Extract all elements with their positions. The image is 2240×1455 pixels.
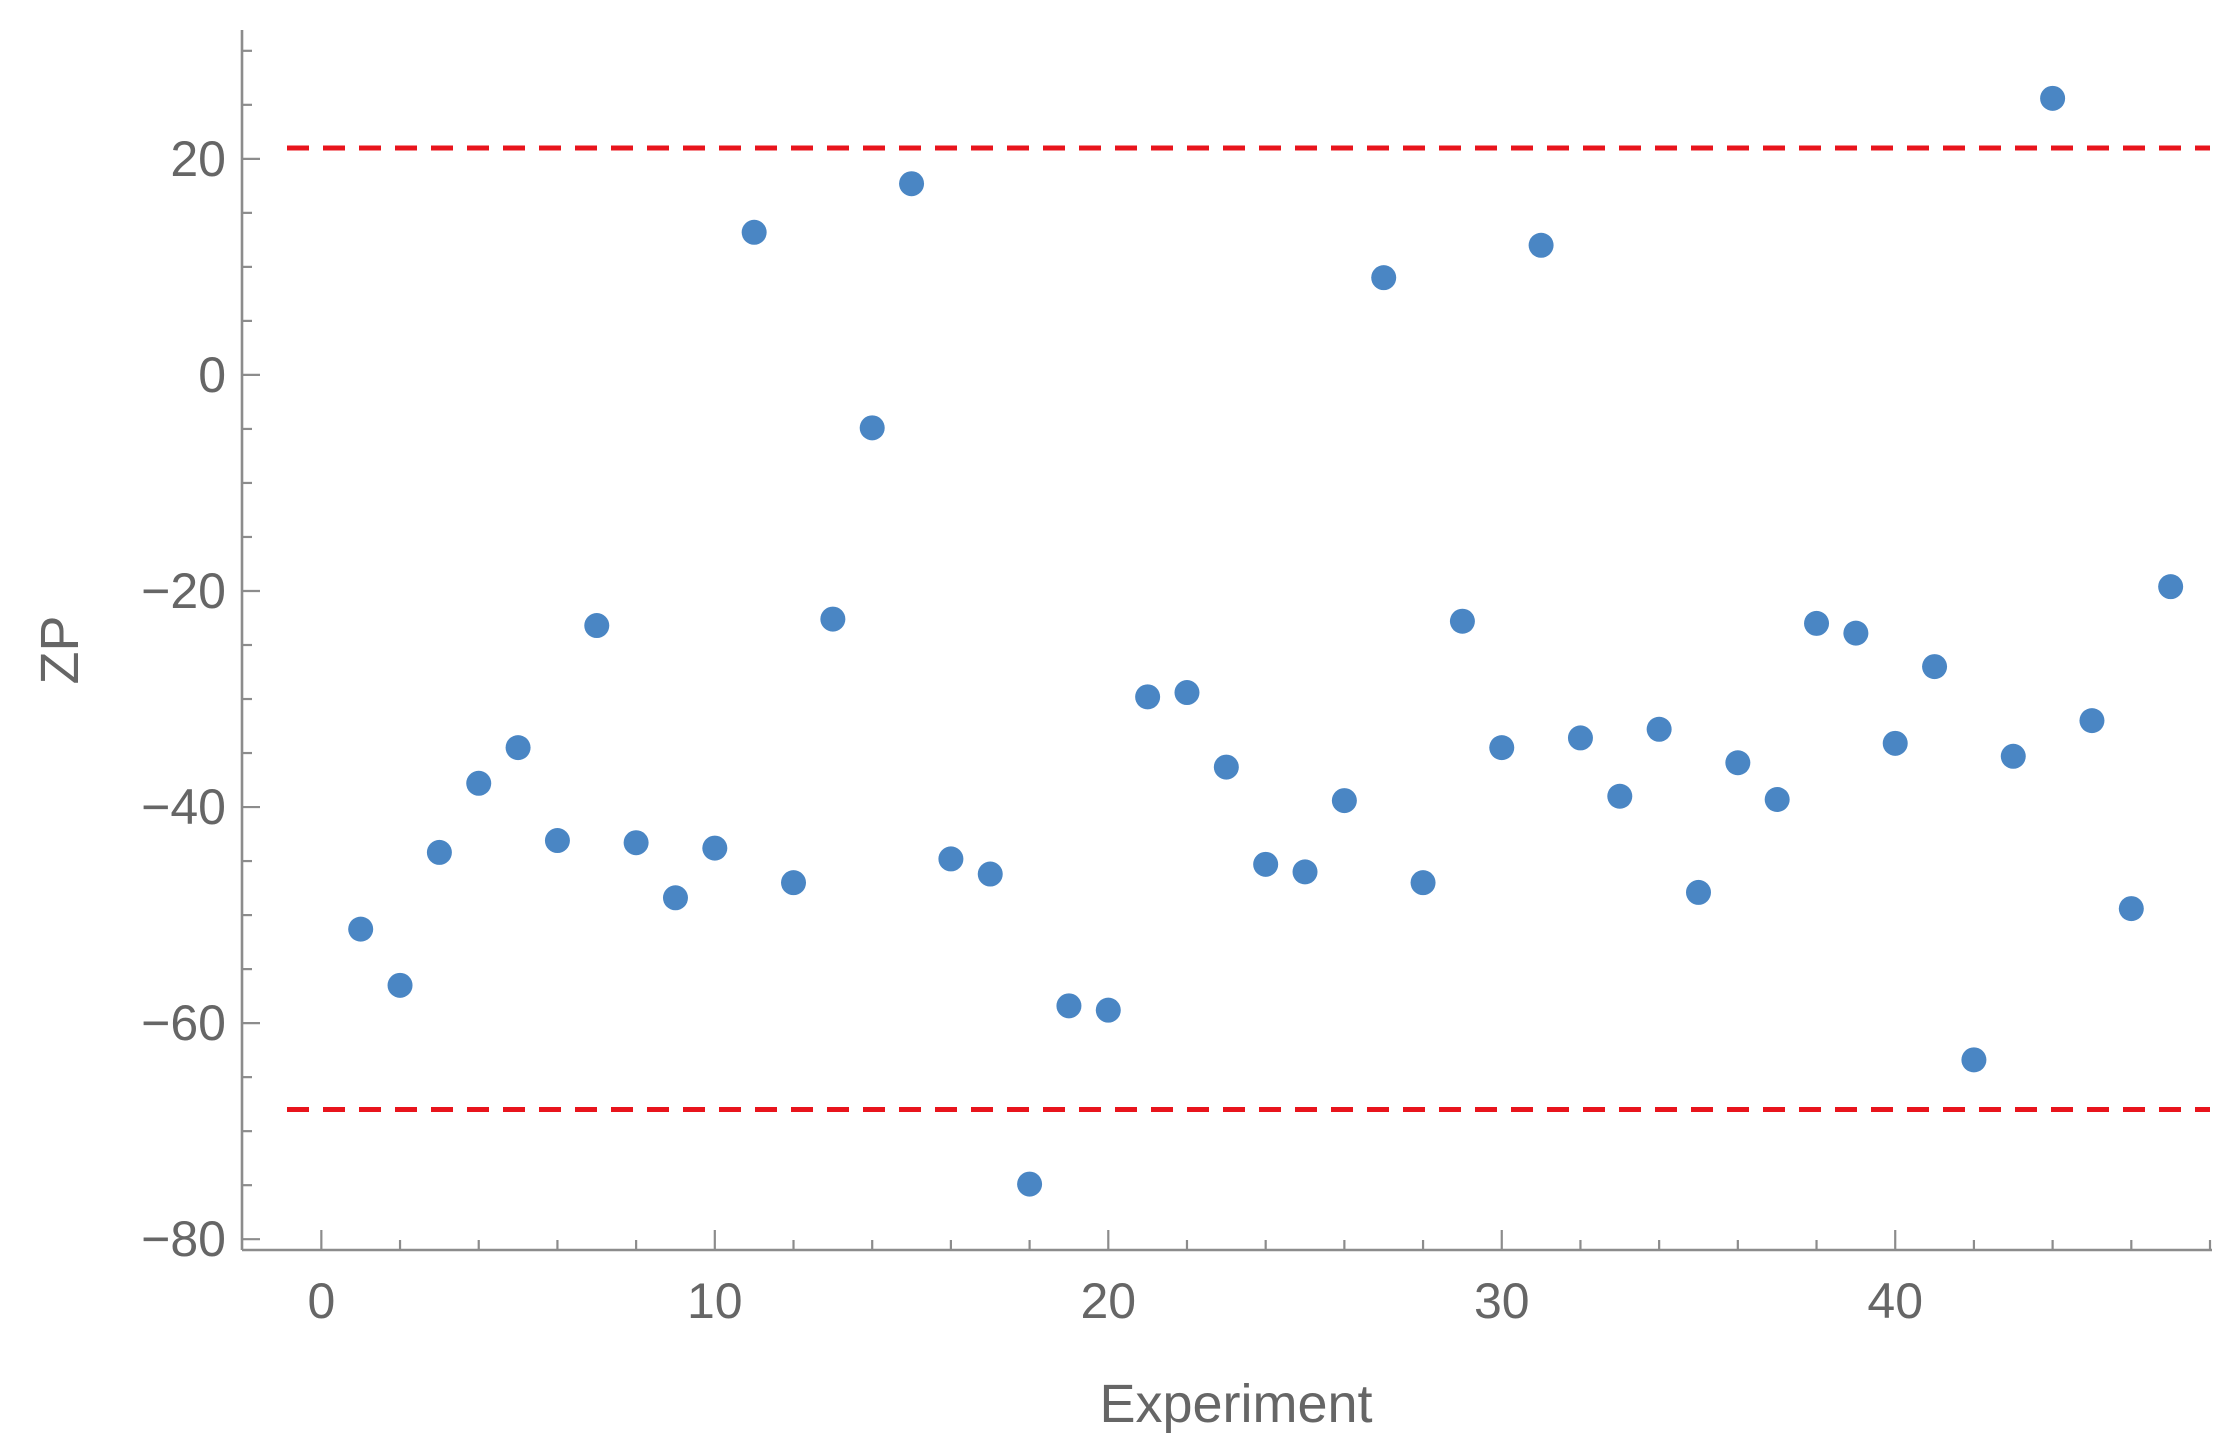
x-tick-label: 0 (307, 1273, 335, 1329)
y-tick-label: 0 (198, 347, 226, 403)
data-point (505, 735, 531, 761)
y-tick-label: −60 (141, 995, 226, 1051)
data-point (1961, 1047, 1987, 1073)
data-point (2118, 896, 2144, 922)
data-point (1135, 684, 1161, 710)
y-tick-label: −40 (141, 779, 226, 835)
data-point (741, 219, 767, 245)
data-point (1489, 735, 1515, 761)
data-point (584, 613, 610, 639)
data-point (1922, 654, 1948, 680)
data-point (2079, 708, 2105, 734)
x-axis: 0 10 20 30 40 (242, 1230, 2212, 1329)
data-point (387, 972, 413, 998)
data-point (1017, 1171, 1043, 1197)
data-point (1056, 993, 1082, 1019)
data-point (426, 839, 452, 865)
y-tick-label: −20 (141, 563, 226, 619)
data-point (899, 171, 925, 197)
data-point (1174, 680, 1200, 706)
data-point (2000, 743, 2026, 769)
data-point (2040, 85, 2066, 111)
x-tick-label: 40 (1867, 1273, 1923, 1329)
data-point (1213, 754, 1239, 780)
data-point (1371, 265, 1397, 291)
data-point (1449, 608, 1475, 634)
y-tick-label: 20 (170, 131, 226, 187)
y-axis-title: ZP (30, 615, 90, 684)
data-point (1843, 620, 1869, 646)
data-point (1685, 879, 1711, 905)
data-point (1646, 716, 1672, 742)
data-points (348, 85, 2184, 1197)
data-point (1528, 232, 1554, 258)
data-point (623, 830, 649, 856)
data-point (1725, 750, 1751, 776)
data-point (1567, 725, 1593, 751)
data-point (1804, 610, 1830, 636)
data-point (702, 835, 728, 861)
y-axis: −80 −60 −40 −20 0 20 (141, 30, 260, 1267)
data-point (859, 415, 885, 441)
x-tick-label: 10 (687, 1273, 743, 1329)
x-tick-label: 30 (1474, 1273, 1530, 1329)
data-point (781, 870, 807, 896)
data-point (820, 606, 846, 632)
data-point (1410, 870, 1436, 896)
data-point (977, 861, 1003, 887)
data-point (1882, 730, 1908, 756)
data-point (544, 828, 570, 854)
data-point (1253, 851, 1279, 877)
data-point (1331, 788, 1357, 814)
data-point (1292, 859, 1318, 885)
reference-lines (287, 145, 2210, 1113)
data-point (348, 916, 374, 942)
data-point (2158, 574, 2184, 600)
data-point (938, 846, 964, 872)
y-tick-label: −80 (141, 1211, 226, 1267)
x-axis-title: Experiment (1099, 1374, 1372, 1434)
data-point (1607, 783, 1633, 809)
data-point (466, 770, 492, 796)
data-point (1764, 786, 1790, 812)
x-tick-label: 20 (1080, 1273, 1136, 1329)
data-point (662, 885, 688, 911)
data-point (1095, 997, 1121, 1023)
